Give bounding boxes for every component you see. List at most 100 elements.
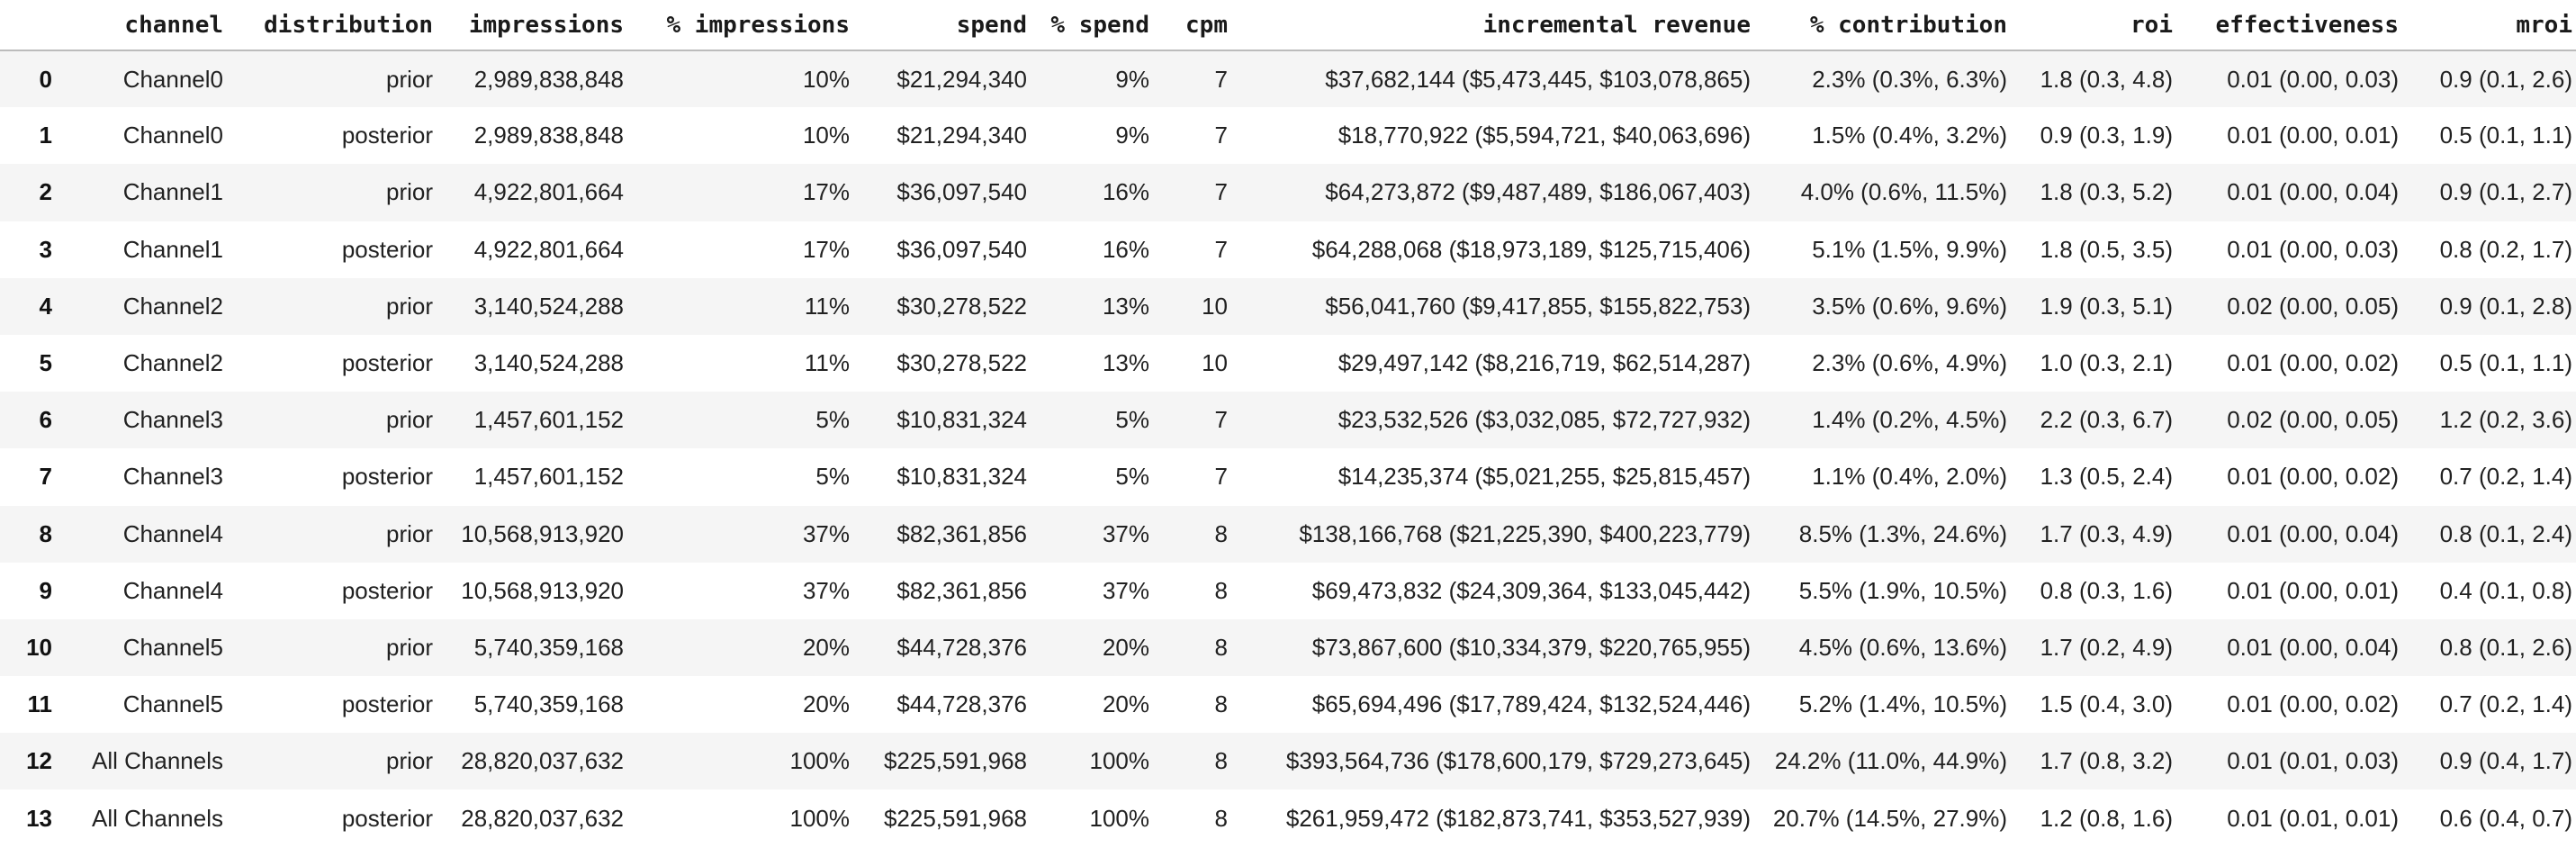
cell-incremental-revenue: $37,682,144 ($5,473,445, $103,078,865) [1325, 65, 1751, 93]
cell-pct-impressions: 5% [815, 463, 850, 491]
cell-incremental-revenue: $64,288,068 ($18,973,189, $125,715,406) [1311, 235, 1751, 263]
cell-pct-spend: 37% [1102, 576, 1149, 604]
cell-effectiveness: 0.01 (0.00, 0.02) [2227, 349, 2399, 377]
cell-incremental-revenue: $65,694,496 ($17,789,424, $132,524,446) [1311, 690, 1751, 718]
cell-effectiveness: 0.01 (0.00, 0.04) [2227, 633, 2399, 661]
cell-mroi: 0.8 (0.2, 1.7) [2439, 235, 2572, 263]
cell-pct-impressions: 20% [802, 690, 850, 718]
cell-cpm: 7 [1214, 406, 1228, 434]
cell-effectiveness: 0.01 (0.00, 0.04) [2227, 519, 2399, 547]
column-header-impressions: impressions [433, 0, 624, 51]
cell-cpm: 7 [1214, 122, 1228, 149]
cell-spend: $225,591,968 [883, 747, 1027, 775]
cell-roi: 1.8 (0.3, 4.8) [2040, 65, 2173, 93]
cell-incremental-revenue: $138,166,768 ($21,225,390, $400,223,779) [1299, 519, 1751, 547]
cell-pct-contribution: 4.5% (0.6%, 13.6%) [1798, 633, 2007, 661]
cell-roi: 1.8 (0.5, 3.5) [2040, 235, 2173, 263]
cell-effectiveness: 0.01 (0.00, 0.01) [2227, 122, 2399, 149]
cell-channel: Channel4 [122, 519, 223, 547]
cell-pct-impressions: 100% [789, 804, 851, 832]
cell-impressions: 1,457,601,152 [473, 406, 624, 434]
cell-mroi: 0.5 (0.1, 1.1) [2439, 122, 2572, 149]
cell-mroi: 0.9 (0.1, 2.7) [2439, 178, 2572, 206]
cell-pct-spend: 20% [1102, 690, 1149, 718]
table-row: 9 Channel4 posterior 10,568,913,920 37% $82,3… [0, 562, 2576, 619]
cell-impressions: 4,922,801,664 [473, 178, 624, 206]
cell-distribution: posterior [341, 235, 433, 263]
cell-cpm: 8 [1214, 690, 1228, 718]
cell-pct-contribution: 3.5% (0.6%, 9.6%) [1812, 292, 2007, 320]
cell-channel: Channel3 [122, 463, 223, 491]
column-header-roi: roi [2007, 0, 2173, 51]
row-index: 6 [39, 406, 52, 434]
cell-pct-spend: 16% [1102, 235, 1149, 263]
table-row: 10 Channel5 prior 5,740,359,168 20% $44,728,3… [0, 618, 2576, 677]
cell-pct-impressions: 17% [802, 235, 850, 263]
cell-distribution: posterior [341, 463, 433, 491]
cell-pct-contribution: 4.0% (0.6%, 11.5%) [1800, 178, 2007, 206]
cell-cpm: 8 [1214, 747, 1228, 775]
cell-mroi: 1.2 (0.2, 3.6) [2439, 406, 2572, 434]
cell-mroi: 0.6 (0.4, 0.7) [2439, 804, 2572, 832]
cell-pct-contribution: 20.7% (14.5%, 27.9%) [1772, 804, 2007, 832]
cell-mroi: 0.9 (0.1, 2.6) [2439, 65, 2572, 93]
cell-impressions: 10,568,913,920 [461, 576, 624, 604]
cell-effectiveness: 0.01 (0.00, 0.03) [2227, 65, 2399, 93]
cell-spend: $44,728,376 [896, 633, 1027, 661]
table-row: 1 Channel0 posterior 2,989,838,848 10% $21,29… [0, 107, 2576, 165]
cell-pct-impressions: 37% [802, 576, 850, 604]
cell-cpm: 8 [1214, 519, 1228, 547]
row-index: 10 [26, 633, 52, 661]
table-row: 13 All Channels posterior 28,820,037,632 100… [0, 789, 2576, 847]
cell-pct-spend: 37% [1102, 519, 1149, 547]
cell-channel: Channel0 [122, 122, 223, 149]
cell-cpm: 7 [1214, 65, 1228, 93]
cell-pct-spend: 16% [1102, 178, 1149, 206]
cell-channel: All Channels [92, 804, 223, 832]
cell-incremental-revenue: $64,273,872 ($9,487,489, $186,067,403) [1325, 178, 1751, 206]
cell-distribution: prior [385, 747, 433, 775]
cell-pct-contribution: 8.5% (1.3%, 24.6%) [1798, 519, 2007, 547]
cell-mroi: 0.9 (0.1, 2.8) [2439, 292, 2572, 320]
cell-pct-contribution: 1.4% (0.2%, 4.5%) [1812, 406, 2007, 434]
cell-mroi: 0.5 (0.1, 1.1) [2439, 349, 2572, 377]
cell-roi: 1.9 (0.3, 5.1) [2040, 292, 2173, 320]
column-header-pct-spend: % spend [1027, 0, 1149, 51]
cell-incremental-revenue: $23,532,526 ($3,032,085, $72,727,932) [1338, 406, 1751, 434]
row-index: 5 [39, 349, 52, 377]
cell-roi: 1.7 (0.2, 4.9) [2040, 633, 2173, 661]
cell-impressions: 5,740,359,168 [473, 633, 624, 661]
cell-effectiveness: 0.02 (0.00, 0.05) [2227, 406, 2399, 434]
cell-distribution: posterior [341, 690, 433, 718]
cell-roi: 1.8 (0.3, 5.2) [2040, 178, 2173, 206]
cell-effectiveness: 0.01 (0.00, 0.03) [2227, 235, 2399, 263]
cell-incremental-revenue: $393,564,736 ($178,600,179, $729,273,645… [1285, 747, 1751, 775]
cell-channel: Channel4 [122, 576, 223, 604]
cell-impressions: 1,457,601,152 [473, 463, 624, 491]
cell-impressions: 3,140,524,288 [473, 292, 624, 320]
cell-spend: $30,278,522 [896, 349, 1027, 377]
cell-pct-impressions: 11% [804, 349, 850, 377]
row-index: 2 [39, 178, 52, 206]
cell-impressions: 28,820,037,632 [461, 804, 624, 832]
cell-cpm: 7 [1214, 235, 1228, 263]
cell-mroi: 0.4 (0.1, 0.8) [2439, 576, 2572, 604]
cell-pct-spend: 20% [1102, 633, 1149, 661]
table-row: 3 Channel1 posterior 4,922,801,664 17% $36,09… [0, 221, 2576, 278]
cell-distribution: prior [385, 65, 433, 93]
cell-spend: $36,097,540 [896, 235, 1027, 263]
cell-pct-contribution: 1.5% (0.4%, 3.2%) [1812, 122, 2007, 149]
cell-pct-impressions: 17% [802, 178, 850, 206]
cell-spend: $30,278,522 [896, 292, 1027, 320]
cell-channel: Channel3 [122, 406, 223, 434]
cell-spend: $225,591,968 [883, 804, 1027, 832]
row-index: 11 [27, 690, 53, 718]
cell-spend: $36,097,540 [896, 178, 1027, 206]
cell-distribution: prior [385, 633, 433, 661]
cell-pct-spend: 100% [1089, 747, 1150, 775]
cell-pct-spend: 5% [1115, 463, 1149, 491]
cell-roi: 1.7 (0.3, 4.9) [2040, 519, 2173, 547]
cell-roi: 1.2 (0.8, 1.6) [2040, 804, 2173, 832]
cell-distribution: posterior [341, 349, 433, 377]
